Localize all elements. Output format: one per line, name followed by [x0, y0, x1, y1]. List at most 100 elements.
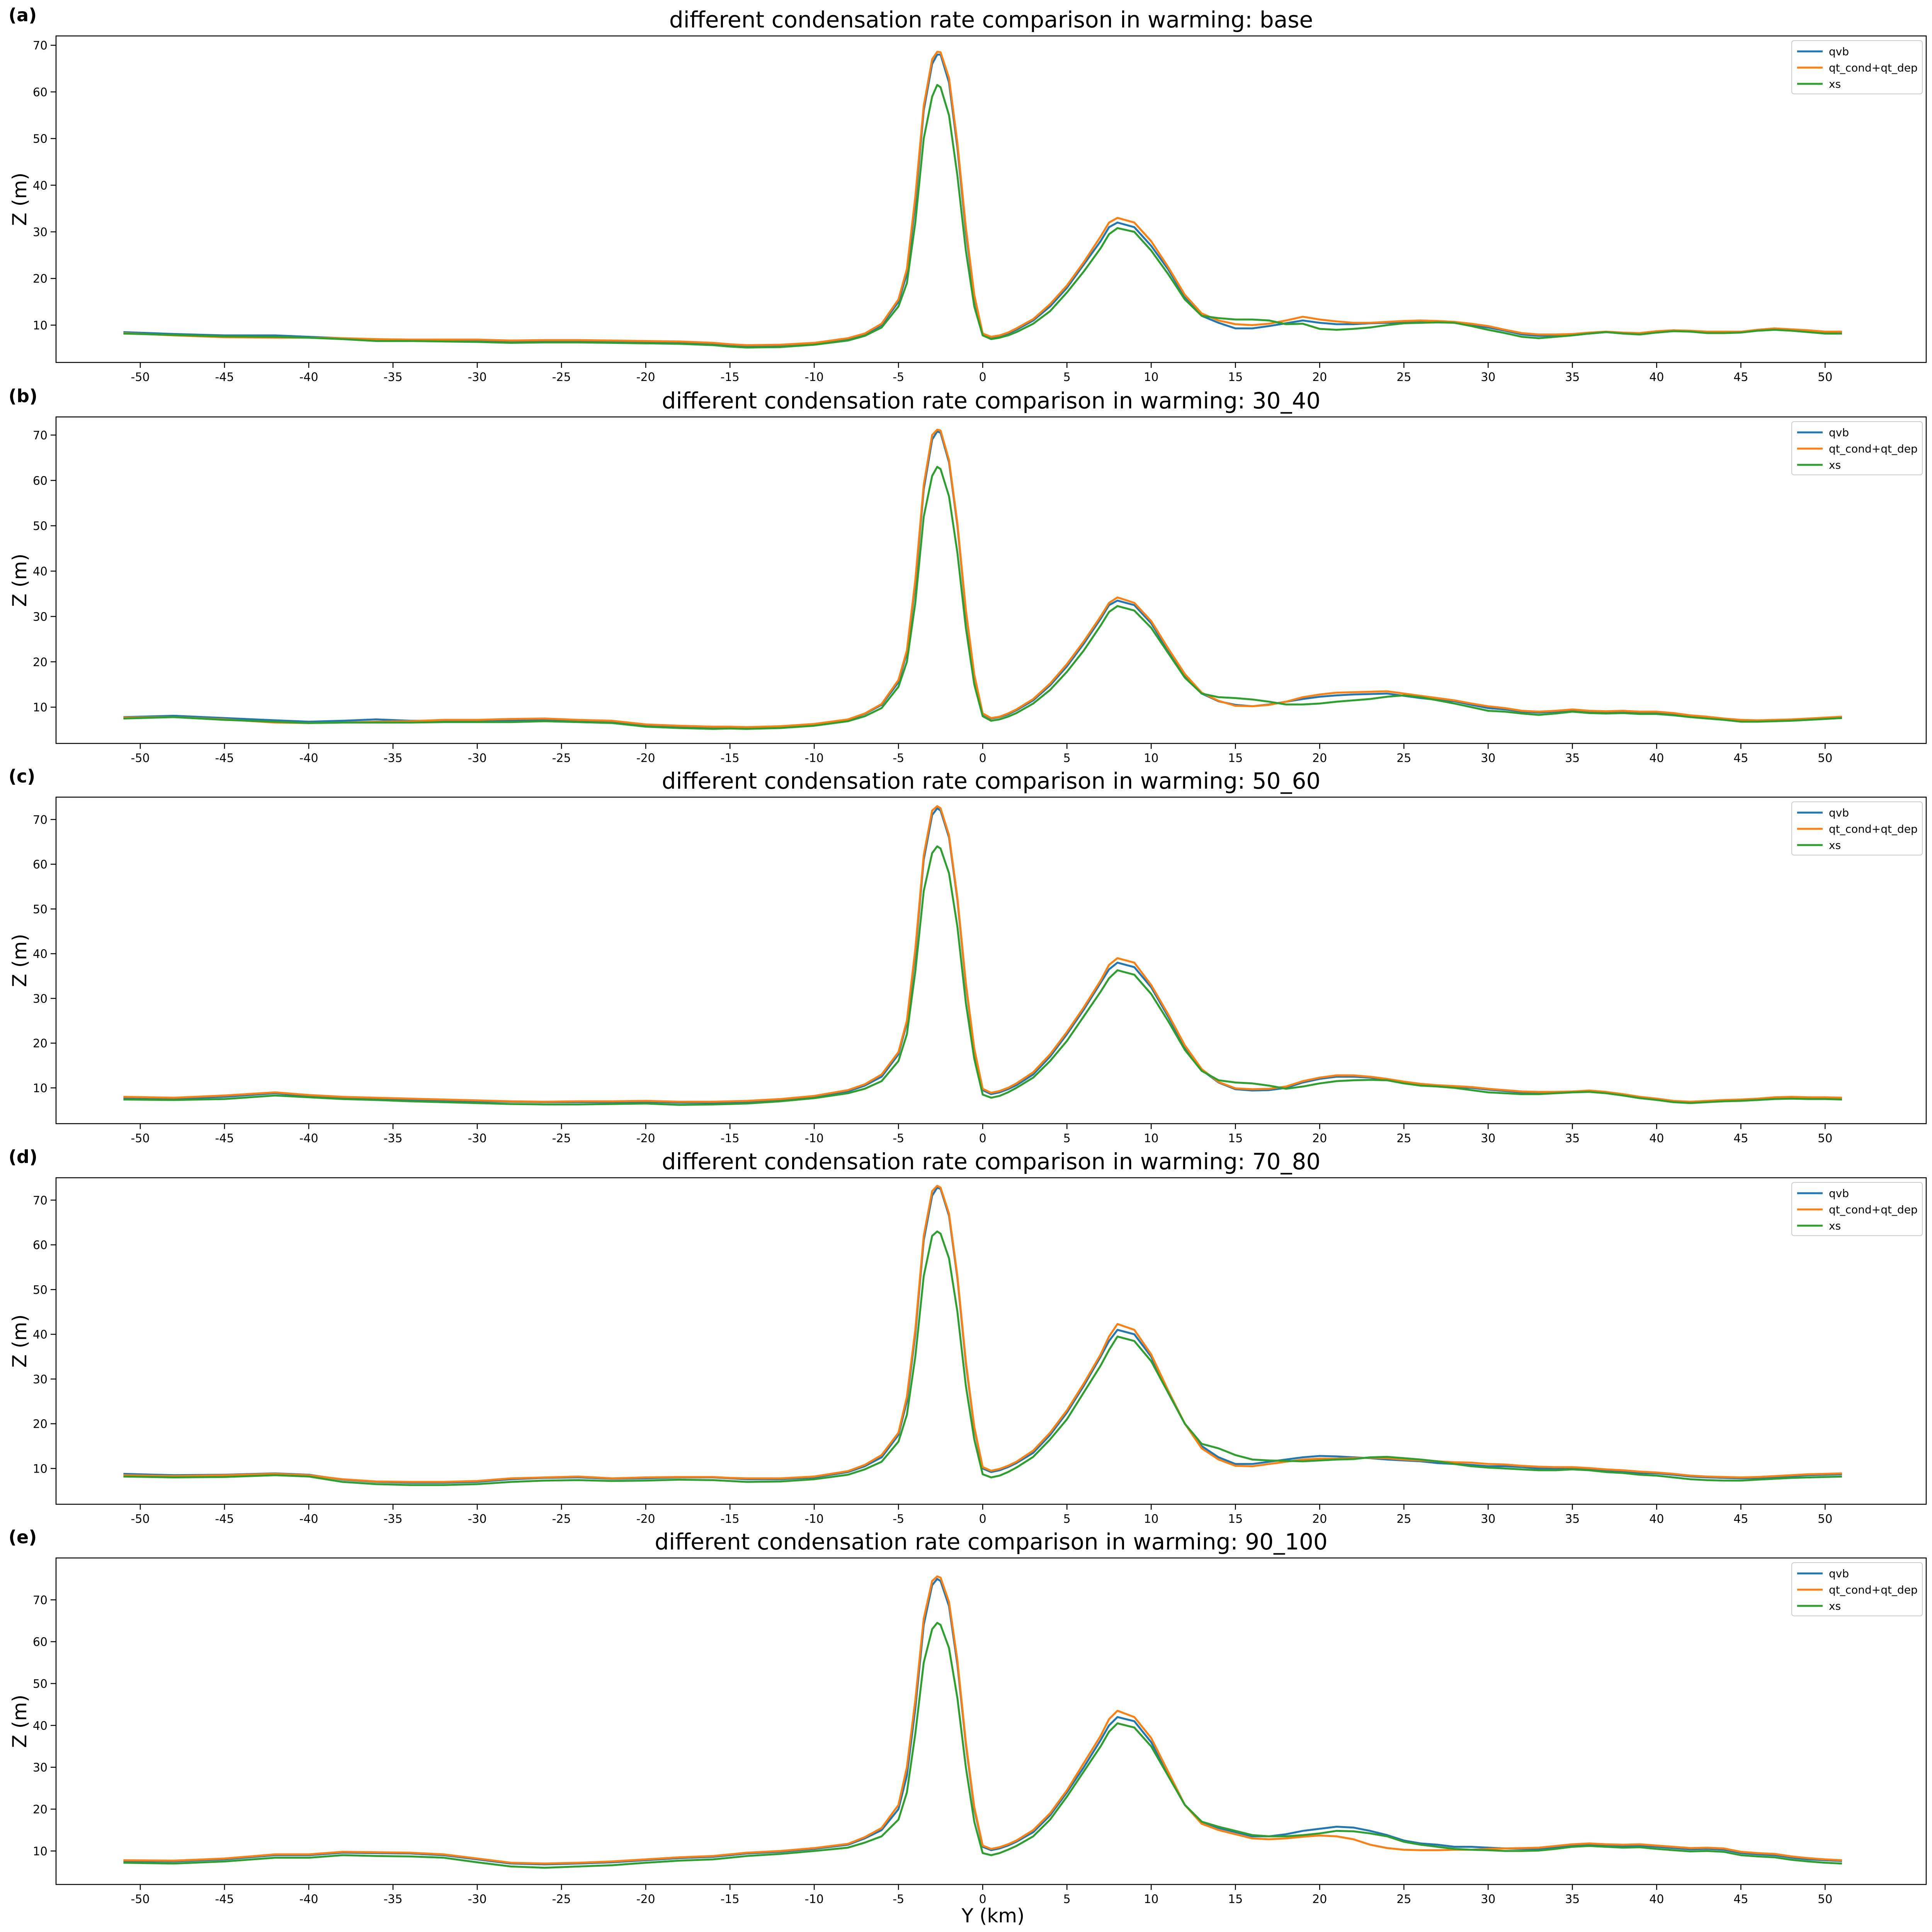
x-tick-label: -10 [805, 1132, 824, 1145]
axes-frame [55, 416, 1927, 744]
y-tick-label: 70 [33, 1194, 48, 1208]
panel-label: (e) [9, 1527, 37, 1548]
x-tick-label: -45 [215, 752, 234, 765]
y-tick-label: 20 [33, 1803, 48, 1816]
x-tick-label: 0 [979, 1132, 986, 1145]
x-tick-label: 35 [1565, 752, 1580, 765]
x-tick-label: 5 [1063, 752, 1071, 765]
x-tick-label: 50 [1818, 371, 1832, 384]
x-tick-label: 30 [1481, 752, 1495, 765]
legend-entry: qt_cond+qt_dep [1829, 61, 1918, 74]
y-tick-label: 50 [33, 520, 48, 533]
chart-panel-a: (a) different condensation rate compariso… [9, 5, 1927, 384]
x-tick-label: 15 [1228, 371, 1243, 384]
x-tick-label: -25 [552, 1893, 571, 1906]
legend-entry: qvb [1829, 806, 1849, 819]
x-tick-label: 20 [1312, 371, 1327, 384]
x-tick-label: -30 [468, 752, 487, 765]
x-tick-label: 50 [1818, 1512, 1832, 1526]
y-tick-label: 40 [33, 947, 48, 961]
chart-panel-d: (d) different condensation rate compariso… [9, 1146, 1927, 1526]
y-tick-label: 20 [33, 272, 48, 286]
x-tick-label: 50 [1818, 1893, 1832, 1906]
x-tick-label: -45 [215, 1893, 234, 1906]
x-tick-label: 35 [1565, 371, 1580, 384]
x-tick-label: 25 [1396, 1893, 1411, 1906]
y-axis-label: Z (m) [9, 1315, 31, 1368]
legend-entry: xs [1829, 839, 1841, 852]
x-tick-label: -20 [636, 371, 655, 384]
chart-title: different condensation rate comparison i… [662, 1148, 1321, 1175]
x-tick-label: -45 [215, 371, 234, 384]
x-tick-label: -35 [384, 1893, 403, 1906]
x-tick-label: 25 [1396, 1132, 1411, 1145]
x-tick-label: 0 [979, 371, 986, 384]
chart-title: different condensation rate comparison i… [662, 768, 1321, 794]
x-tick-label: 35 [1565, 1132, 1580, 1145]
legend-box [1791, 1562, 1923, 1616]
x-tick-label: -10 [805, 371, 824, 384]
x-tick-label: 35 [1565, 1893, 1580, 1906]
legend-entry: qt_cond+qt_dep [1829, 442, 1918, 455]
x-tick-label: 30 [1481, 1893, 1495, 1906]
x-tick-label: 5 [1063, 371, 1071, 384]
x-tick-label: 50 [1818, 752, 1832, 765]
x-tick-label: 15 [1228, 752, 1243, 765]
x-tick-label: -20 [636, 1893, 655, 1906]
panels: (a) different condensation rate compariso… [9, 5, 1927, 1906]
x-axis-label: Y (km) [961, 1905, 1024, 1927]
series-line-xs [123, 1230, 1842, 1486]
x-tick-label: -20 [636, 1132, 655, 1145]
chart-panel-e: (e) different condensation rate compariso… [9, 1527, 1927, 1906]
x-tick-label: -40 [299, 1132, 318, 1145]
y-tick-label: 10 [33, 1462, 48, 1476]
x-tick-label: -35 [384, 371, 403, 384]
y-tick-label: 60 [33, 86, 48, 99]
x-tick-label: -40 [299, 1893, 318, 1906]
y-tick-label: 70 [33, 1594, 48, 1607]
x-tick-label: -50 [131, 371, 150, 384]
y-tick-label: 70 [33, 429, 48, 442]
legend-box [1791, 40, 1923, 94]
y-tick-label: 20 [33, 1037, 48, 1051]
y-tick-label: 30 [33, 1373, 48, 1386]
x-tick-label: 45 [1733, 752, 1748, 765]
x-tick-label: 45 [1733, 1512, 1748, 1526]
x-tick-label: -35 [384, 1512, 403, 1526]
axes-frame [55, 1557, 1927, 1885]
legend-box [1791, 801, 1923, 855]
legend-box [1791, 421, 1923, 475]
x-tick-label: -50 [131, 1512, 150, 1526]
y-tick-label: 50 [33, 903, 48, 916]
x-tick-label: 20 [1312, 1512, 1327, 1526]
panel-label: (b) [9, 386, 37, 406]
x-tick-label: 30 [1481, 1132, 1495, 1145]
y-tick-label: 10 [33, 1845, 48, 1858]
x-tick-label: 0 [979, 1512, 986, 1526]
x-tick-label: -20 [636, 752, 655, 765]
legend-entry: qt_cond+qt_dep [1829, 1583, 1918, 1596]
x-tick-label: -20 [636, 1512, 655, 1526]
chart-title: different condensation rate comparison i… [655, 1529, 1328, 1555]
x-tick-label: 5 [1063, 1893, 1071, 1906]
legend-entry: qvb [1829, 1567, 1849, 1580]
panel-label: (a) [9, 5, 37, 26]
y-tick-label: 60 [33, 1239, 48, 1252]
x-tick-label: -30 [468, 1893, 487, 1906]
x-tick-label: 15 [1228, 1512, 1243, 1526]
x-tick-label: -5 [893, 1512, 904, 1526]
x-tick-label: -40 [299, 371, 318, 384]
legend-entry: xs [1829, 1219, 1841, 1232]
legend-entry: qt_cond+qt_dep [1829, 1203, 1918, 1216]
x-tick-label: 20 [1312, 752, 1327, 765]
x-tick-label: 25 [1396, 752, 1411, 765]
legend-entry: qvb [1829, 1187, 1849, 1200]
series-line-xs [123, 1622, 1842, 1869]
x-tick-label: -25 [552, 752, 571, 765]
x-tick-label: 10 [1144, 1893, 1158, 1906]
x-tick-label: -5 [893, 371, 904, 384]
x-tick-label: 20 [1312, 1893, 1327, 1906]
